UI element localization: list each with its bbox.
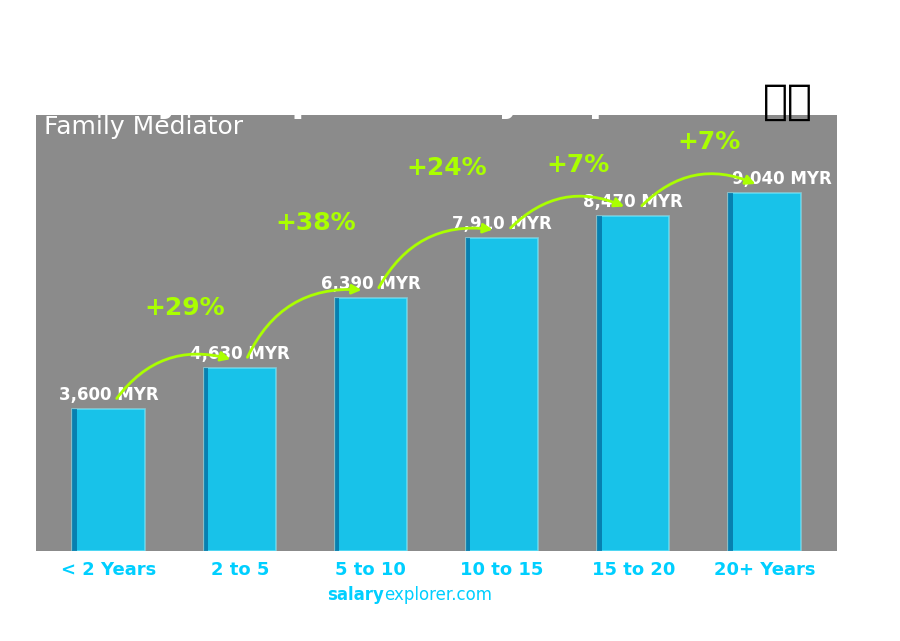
Text: 9,040 MYR: 9,040 MYR — [732, 171, 832, 188]
Bar — [598, 215, 670, 551]
Bar — [335, 298, 407, 551]
Text: +7%: +7% — [678, 130, 741, 154]
Bar — [72, 408, 145, 551]
Text: +38%: +38% — [275, 212, 356, 235]
Bar — [728, 193, 801, 551]
Text: salaryexplorer.com: salaryexplorer.com — [0, 640, 1, 641]
Text: 🇲🇾: 🇲🇾 — [763, 81, 813, 122]
Text: +29%: +29% — [144, 296, 225, 320]
Text: 6,390 MYR: 6,390 MYR — [321, 275, 421, 294]
Text: 4,630 MYR: 4,630 MYR — [190, 345, 290, 363]
Bar — [203, 368, 275, 551]
Text: explorer.com: explorer.com — [384, 586, 492, 604]
Bar — [598, 215, 601, 551]
Text: +24%: +24% — [407, 156, 487, 180]
Text: Salary Comparison By Experience: Salary Comparison By Experience — [44, 81, 778, 119]
Text: Average Monthly Salary: Average Monthly Salary — [868, 246, 881, 395]
Text: salary: salary — [328, 586, 384, 604]
Bar — [466, 238, 538, 551]
Bar — [466, 238, 471, 551]
Bar — [203, 368, 208, 551]
Bar — [728, 193, 801, 551]
Text: Family Mediator: Family Mediator — [44, 115, 243, 139]
Text: 8,470 MYR: 8,470 MYR — [583, 193, 683, 211]
Text: 7,910 MYR: 7,910 MYR — [452, 215, 552, 233]
Bar — [598, 215, 670, 551]
Text: 3,600 MYR: 3,600 MYR — [58, 386, 158, 404]
Text: +7%: +7% — [546, 153, 610, 177]
Bar — [728, 193, 733, 551]
Bar — [72, 408, 145, 551]
Bar — [72, 408, 76, 551]
Bar — [466, 238, 538, 551]
Bar — [203, 368, 275, 551]
Bar — [335, 298, 339, 551]
Bar — [335, 298, 407, 551]
